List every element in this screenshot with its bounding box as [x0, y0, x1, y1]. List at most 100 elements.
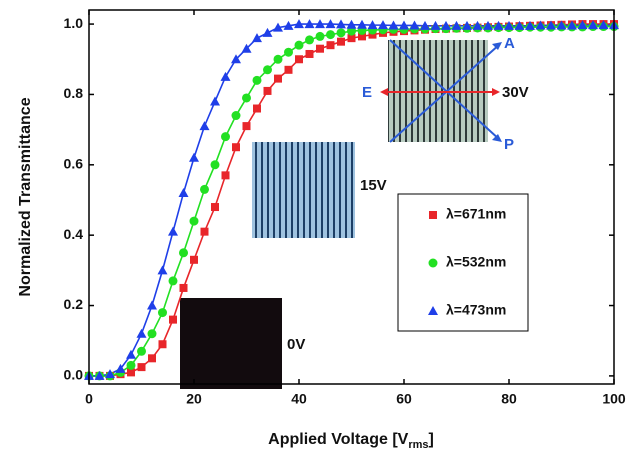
legend-label: λ=671nm [446, 206, 506, 222]
marker [190, 255, 198, 264]
marker [179, 283, 188, 292]
marker [546, 20, 556, 30]
x-tick-label: 20 [186, 391, 202, 407]
marker [336, 28, 346, 38]
x-tick-label: 0 [85, 391, 93, 407]
marker [336, 19, 346, 29]
marker [325, 19, 336, 29]
y-tick-label: 0.2 [64, 296, 84, 312]
arrow-head [492, 42, 502, 50]
marker [231, 111, 241, 121]
annotation: 15V [360, 177, 387, 194]
legend-label: λ=473nm [446, 302, 506, 318]
legend-box [397, 193, 529, 332]
marker [316, 44, 324, 53]
marker [242, 93, 251, 103]
marker [598, 20, 609, 30]
legend-marker [428, 306, 438, 315]
marker [148, 354, 156, 363]
marker [253, 104, 261, 113]
marker [137, 363, 146, 372]
marker [525, 20, 535, 30]
annotation: 0V [287, 336, 305, 353]
y-tick-label: 0.8 [64, 85, 84, 101]
marker [305, 35, 314, 45]
marker [200, 227, 209, 236]
x-axis-label: Applied Voltage [Vrms] [268, 431, 434, 451]
marker [535, 20, 546, 30]
marker [462, 20, 472, 30]
annotation: A [504, 35, 515, 52]
x-tick-label: 80 [501, 391, 517, 407]
marker [157, 265, 168, 275]
y-tick-label: 1.0 [64, 15, 84, 31]
marker [378, 20, 388, 30]
marker [263, 65, 272, 75]
marker [158, 308, 167, 318]
marker [493, 20, 504, 30]
marker [262, 27, 273, 37]
annotation: E [362, 84, 372, 101]
x-label-end: ] [429, 431, 434, 448]
marker [241, 43, 252, 53]
x-tick-label: 100 [602, 391, 626, 407]
x-label-main: Applied Voltage [V [268, 431, 408, 448]
marker [189, 152, 199, 162]
marker [242, 122, 251, 131]
marker [168, 226, 178, 236]
insets: 0V 15V 30V E A P [180, 35, 529, 389]
marker [274, 74, 282, 83]
marker [94, 370, 105, 380]
marker [409, 20, 420, 30]
marker [179, 248, 188, 258]
marker [347, 26, 356, 36]
y-tick-label: 0.4 [64, 226, 84, 242]
marker [367, 20, 378, 30]
marker [556, 20, 567, 30]
marker [284, 47, 293, 57]
marker [210, 160, 220, 170]
marker [126, 360, 136, 370]
marker [232, 143, 240, 152]
annotation: P [504, 136, 514, 153]
marker [357, 19, 367, 29]
x-tick-label: 60 [396, 391, 412, 407]
marker [136, 328, 147, 338]
marker [169, 315, 177, 324]
marker [346, 19, 357, 29]
marker [115, 363, 126, 373]
marker [399, 20, 409, 30]
marker [358, 32, 366, 41]
marker [441, 20, 451, 30]
marker [200, 184, 209, 194]
polarizer-line [389, 39, 501, 141]
marker [158, 340, 167, 349]
legend-marker [429, 211, 437, 219]
marker [295, 55, 303, 64]
marker [420, 20, 430, 30]
marker [388, 20, 399, 30]
marker [147, 300, 157, 310]
marker [315, 19, 325, 29]
marker [189, 216, 199, 226]
marker [294, 19, 304, 29]
marker [178, 187, 189, 197]
legend-label: λ=532nm [446, 254, 506, 270]
marker [347, 34, 356, 43]
marker [210, 96, 220, 106]
marker [430, 20, 441, 30]
marker [231, 54, 241, 64]
marker [304, 19, 315, 29]
arrow-head [492, 88, 500, 96]
marker [126, 349, 136, 359]
marker [273, 22, 283, 32]
marker [221, 171, 230, 180]
marker [315, 31, 325, 41]
y-tick-label: 0.6 [64, 156, 84, 172]
plot-frame [88, 9, 615, 385]
marker [326, 41, 335, 50]
marker [127, 368, 135, 377]
marker [220, 71, 231, 81]
arrow-head [380, 88, 388, 96]
